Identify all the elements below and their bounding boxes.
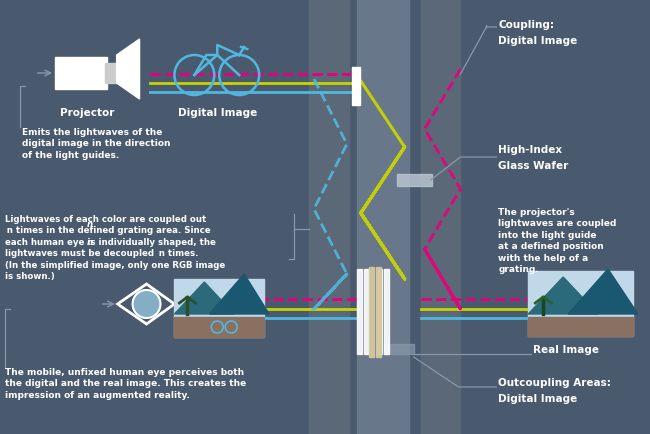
- Text: The projector's
lightwaves are coupled
into the light guide
at a defined positio: The projector's lightwaves are coupled i…: [499, 207, 617, 273]
- Bar: [364, 270, 369, 354]
- Bar: [55, 58, 107, 90]
- Text: Digital Image: Digital Image: [177, 108, 257, 118]
- Bar: [352, 68, 360, 106]
- Text: Digital Image: Digital Image: [499, 36, 578, 46]
- Text: Lightwaves of each color are coupled out
 n times in the defined grating area. S: Lightwaves of each color are coupled out…: [5, 214, 226, 281]
- Text: Emits the lightwaves of the
digital image in the direction
of the light guides.: Emits the lightwaves of the digital imag…: [22, 128, 170, 160]
- Bar: [376, 267, 381, 357]
- Bar: [384, 270, 389, 354]
- Text: Digital Image: Digital Image: [499, 393, 578, 403]
- Circle shape: [133, 290, 161, 318]
- Bar: [309, 0, 349, 434]
- Text: Outcoupling Areas:: Outcoupling Areas:: [499, 377, 611, 387]
- Text: Projector: Projector: [60, 108, 114, 118]
- Bar: [396, 174, 432, 187]
- Bar: [528, 271, 633, 336]
- Text: The mobile, unfixed human eye perceives both
the digital and the real image. Thi: The mobile, unfixed human eye perceives …: [5, 367, 246, 399]
- Polygon shape: [116, 40, 140, 100]
- Text: Glass Wafer: Glass Wafer: [499, 161, 569, 171]
- Polygon shape: [209, 274, 269, 314]
- Bar: [174, 279, 264, 337]
- Polygon shape: [568, 270, 638, 314]
- Bar: [174, 317, 264, 337]
- Bar: [421, 0, 460, 434]
- Text: High-Index: High-Index: [499, 145, 562, 155]
- Text: Coupling:: Coupling:: [499, 20, 554, 30]
- Bar: [528, 317, 633, 336]
- Text: n: n: [86, 220, 93, 228]
- Text: n: n: [86, 237, 93, 247]
- Bar: [369, 267, 374, 357]
- Bar: [377, 270, 382, 354]
- Polygon shape: [528, 277, 598, 314]
- Bar: [357, 270, 362, 354]
- Polygon shape: [174, 283, 234, 314]
- Bar: [357, 0, 409, 434]
- Text: Real Image: Real Image: [533, 344, 599, 354]
- Bar: [105, 64, 116, 84]
- Bar: [384, 344, 413, 354]
